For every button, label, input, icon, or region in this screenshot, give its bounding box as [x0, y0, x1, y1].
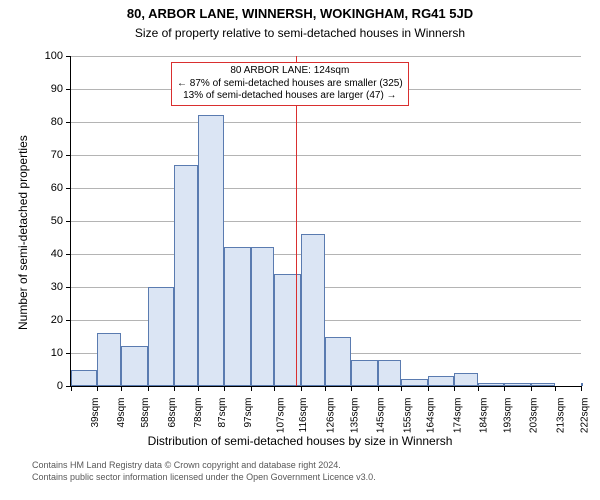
x-tick-label: 213sqm	[555, 398, 566, 434]
x-tick	[174, 386, 175, 391]
x-tick-label: 145sqm	[376, 398, 387, 434]
histogram-bar	[301, 234, 325, 386]
y-tick-label: 40	[51, 248, 71, 260]
x-tick	[97, 386, 98, 391]
gridline	[71, 56, 581, 57]
x-tick-label: 39sqm	[90, 398, 101, 428]
footer-line: Contains HM Land Registry data © Crown c…	[32, 460, 376, 472]
x-tick-label: 203sqm	[529, 398, 540, 434]
x-tick	[401, 386, 402, 391]
x-tick-label: 155sqm	[402, 398, 413, 434]
histogram-bar	[351, 360, 377, 386]
chart-title: 80, ARBOR LANE, WINNERSH, WOKINGHAM, RG4…	[0, 6, 600, 21]
histogram-bar	[148, 287, 174, 386]
x-tick	[478, 386, 479, 391]
histogram-bar	[224, 247, 250, 386]
x-tick-label: 222sqm	[579, 398, 590, 434]
x-tick	[71, 386, 72, 391]
histogram-bar	[251, 247, 275, 386]
gridline	[71, 188, 581, 189]
reference-line	[296, 56, 297, 386]
x-tick-label: 87sqm	[217, 398, 228, 428]
x-tick-label: 126sqm	[325, 398, 336, 434]
histogram-bar	[274, 274, 300, 386]
y-tick-label: 20	[51, 314, 71, 326]
histogram-bar	[428, 376, 454, 386]
x-tick	[454, 386, 455, 391]
histogram-bar	[504, 383, 530, 386]
x-axis-label: Distribution of semi-detached houses by …	[0, 434, 600, 448]
x-tick	[301, 386, 302, 391]
x-tick	[325, 386, 326, 391]
y-tick-label: 80	[51, 116, 71, 128]
gridline	[71, 155, 581, 156]
x-tick	[378, 386, 379, 391]
histogram-bar	[478, 383, 504, 386]
x-tick	[198, 386, 199, 391]
x-tick	[581, 386, 582, 391]
histogram-bar	[378, 360, 402, 386]
attribution-footer: Contains HM Land Registry data © Crown c…	[32, 460, 376, 483]
chart-subtitle: Size of property relative to semi-detach…	[0, 26, 600, 40]
x-tick-label: 184sqm	[479, 398, 490, 434]
x-tick-label: 164sqm	[426, 398, 437, 434]
x-tick-label: 78sqm	[193, 398, 204, 428]
histogram-bar	[454, 373, 478, 386]
x-tick	[504, 386, 505, 391]
y-tick-label: 30	[51, 281, 71, 293]
histogram-chart: 80, ARBOR LANE, WINNERSH, WOKINGHAM, RG4…	[0, 0, 600, 500]
x-tick	[148, 386, 149, 391]
y-tick-label: 100	[45, 50, 71, 62]
x-tick	[274, 386, 275, 391]
annotation-line: 80 ARBOR LANE: 124sqm	[177, 65, 403, 78]
x-tick-label: 49sqm	[116, 398, 127, 428]
x-tick	[251, 386, 252, 391]
histogram-bar	[97, 333, 121, 386]
y-tick-label: 0	[57, 380, 71, 392]
gridline	[71, 254, 581, 255]
gridline	[71, 221, 581, 222]
x-tick	[224, 386, 225, 391]
histogram-bar	[325, 337, 351, 387]
histogram-bar	[71, 370, 97, 387]
histogram-bar	[401, 379, 427, 386]
y-tick-label: 60	[51, 182, 71, 194]
histogram-bar	[531, 383, 555, 386]
annotation-line: ← 87% of semi-detached houses are smalle…	[177, 78, 403, 91]
annotation-line: 13% of semi-detached houses are larger (…	[177, 90, 403, 103]
x-tick-label: 116sqm	[298, 398, 309, 433]
y-axis-label: Number of semi-detached properties	[16, 135, 30, 330]
y-tick-label: 50	[51, 215, 71, 227]
histogram-bar	[198, 115, 224, 386]
x-tick-label: 135sqm	[349, 398, 360, 434]
x-tick-label: 193sqm	[503, 398, 514, 434]
x-tick	[351, 386, 352, 391]
x-tick	[531, 386, 532, 391]
x-tick-label: 68sqm	[167, 398, 178, 428]
y-tick-label: 90	[51, 83, 71, 95]
x-tick	[555, 386, 556, 391]
x-tick	[121, 386, 122, 391]
histogram-bar	[174, 165, 198, 386]
x-tick	[428, 386, 429, 391]
x-tick-label: 58sqm	[140, 398, 151, 428]
x-tick-label: 107sqm	[275, 398, 286, 434]
x-tick-label: 97sqm	[243, 398, 254, 428]
annotation-box: 80 ARBOR LANE: 124sqm← 87% of semi-detac…	[171, 62, 409, 106]
plot-area: 010203040506070809010039sqm49sqm58sqm68s…	[70, 56, 581, 387]
footer-line: Contains public sector information licen…	[32, 472, 376, 484]
x-tick-label: 174sqm	[452, 398, 463, 434]
gridline	[71, 122, 581, 123]
y-tick-label: 10	[51, 347, 71, 359]
histogram-bar	[121, 346, 147, 386]
y-tick-label: 70	[51, 149, 71, 161]
